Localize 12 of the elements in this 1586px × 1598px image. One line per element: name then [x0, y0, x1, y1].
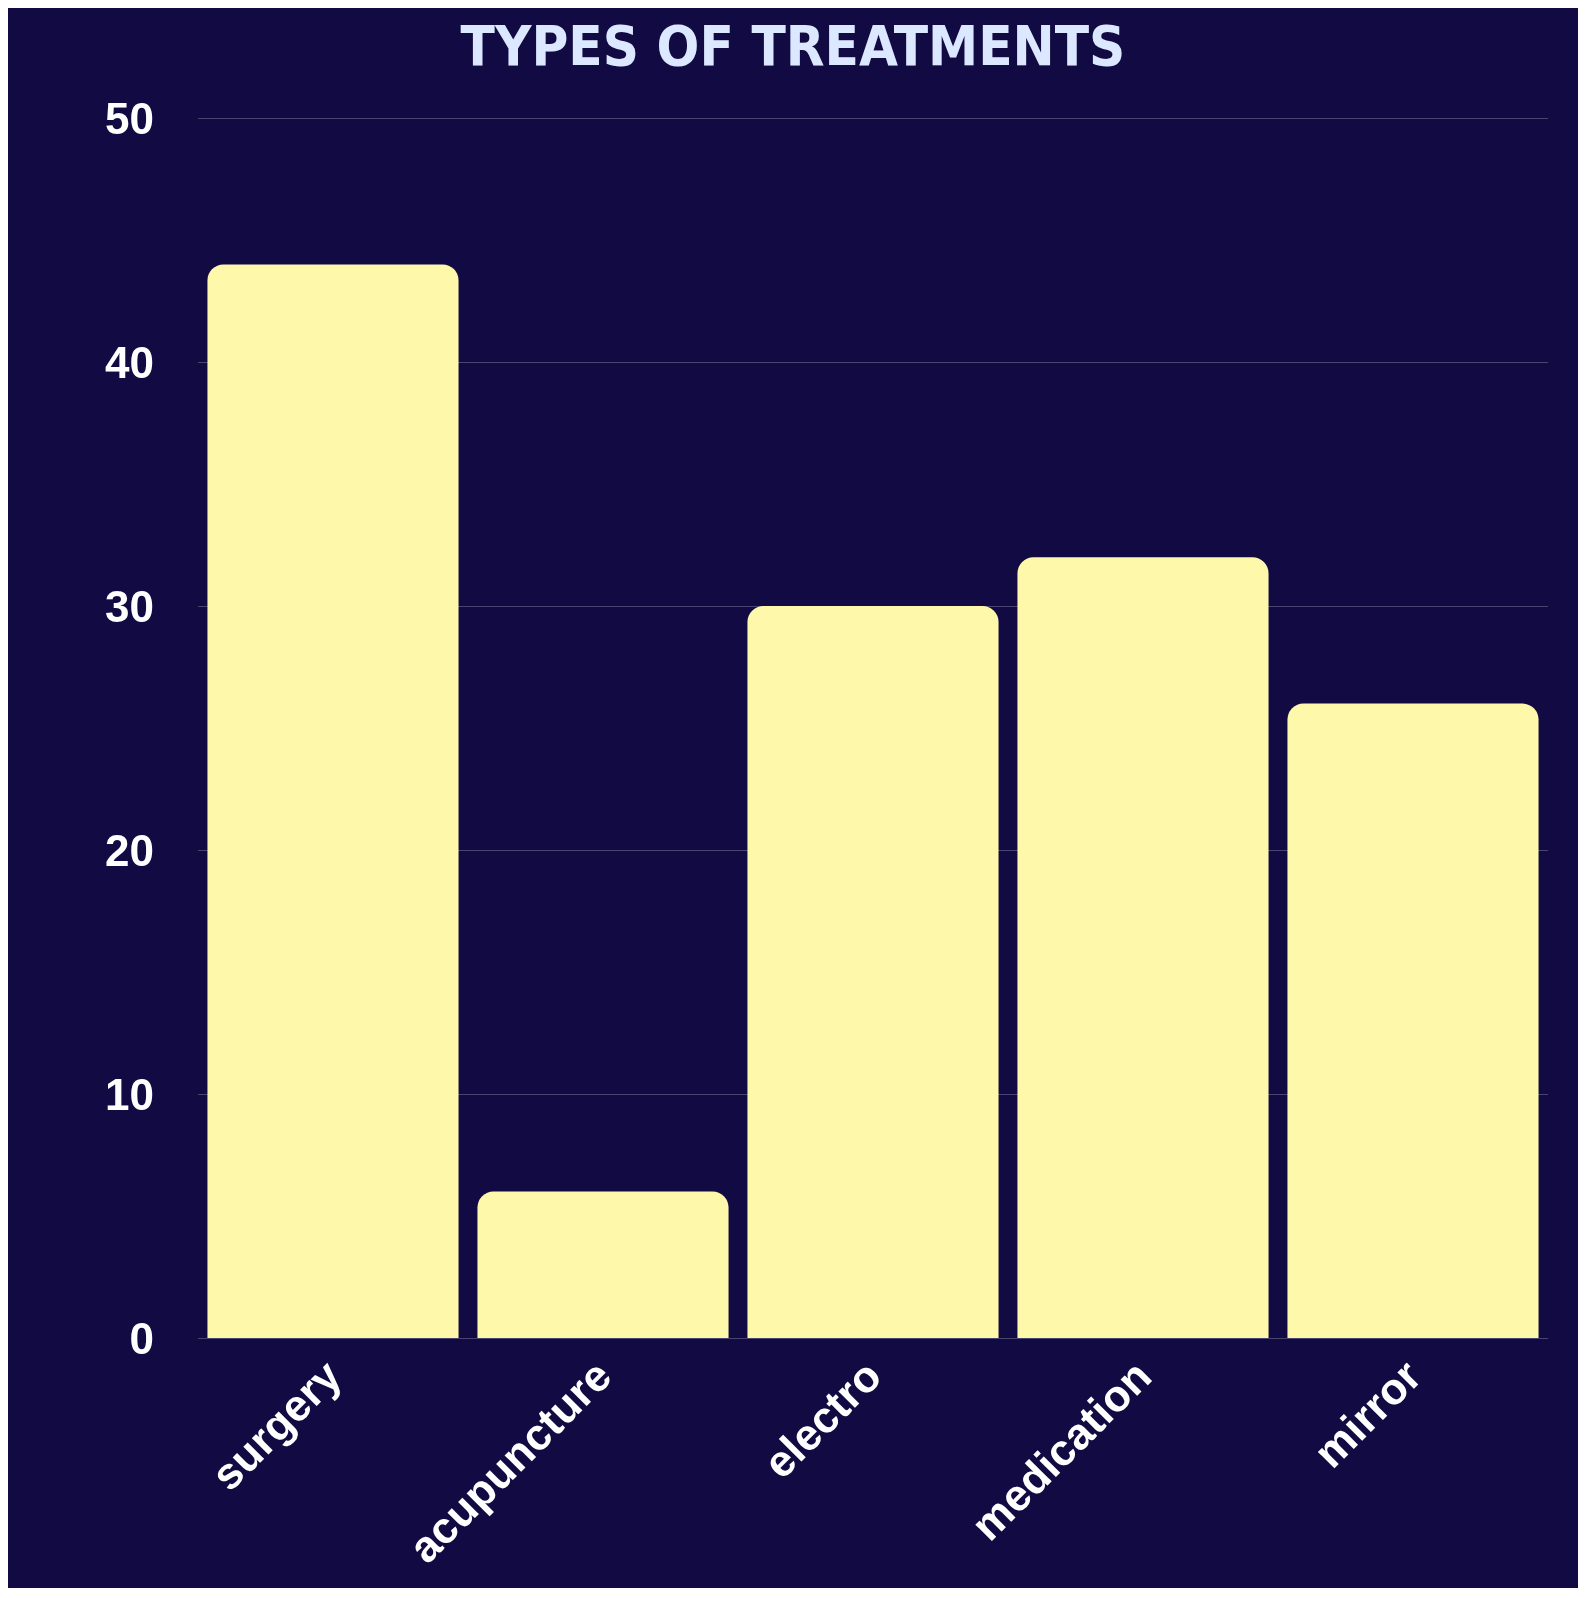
y-tick-label: 40 — [105, 337, 154, 387]
y-tick-label: 30 — [105, 581, 154, 631]
bar — [1017, 557, 1269, 1338]
bar — [747, 606, 999, 1338]
y-tick-label: 10 — [105, 1069, 154, 1119]
bar — [1287, 703, 1539, 1338]
y-tick-label: 20 — [105, 825, 154, 875]
bar — [207, 264, 459, 1338]
bar — [477, 1191, 729, 1338]
y-tick-label: 50 — [105, 93, 154, 143]
y-tick-label: 0 — [129, 1313, 154, 1363]
chart-title: TYPES OF TREATMENTS — [460, 12, 1126, 78]
